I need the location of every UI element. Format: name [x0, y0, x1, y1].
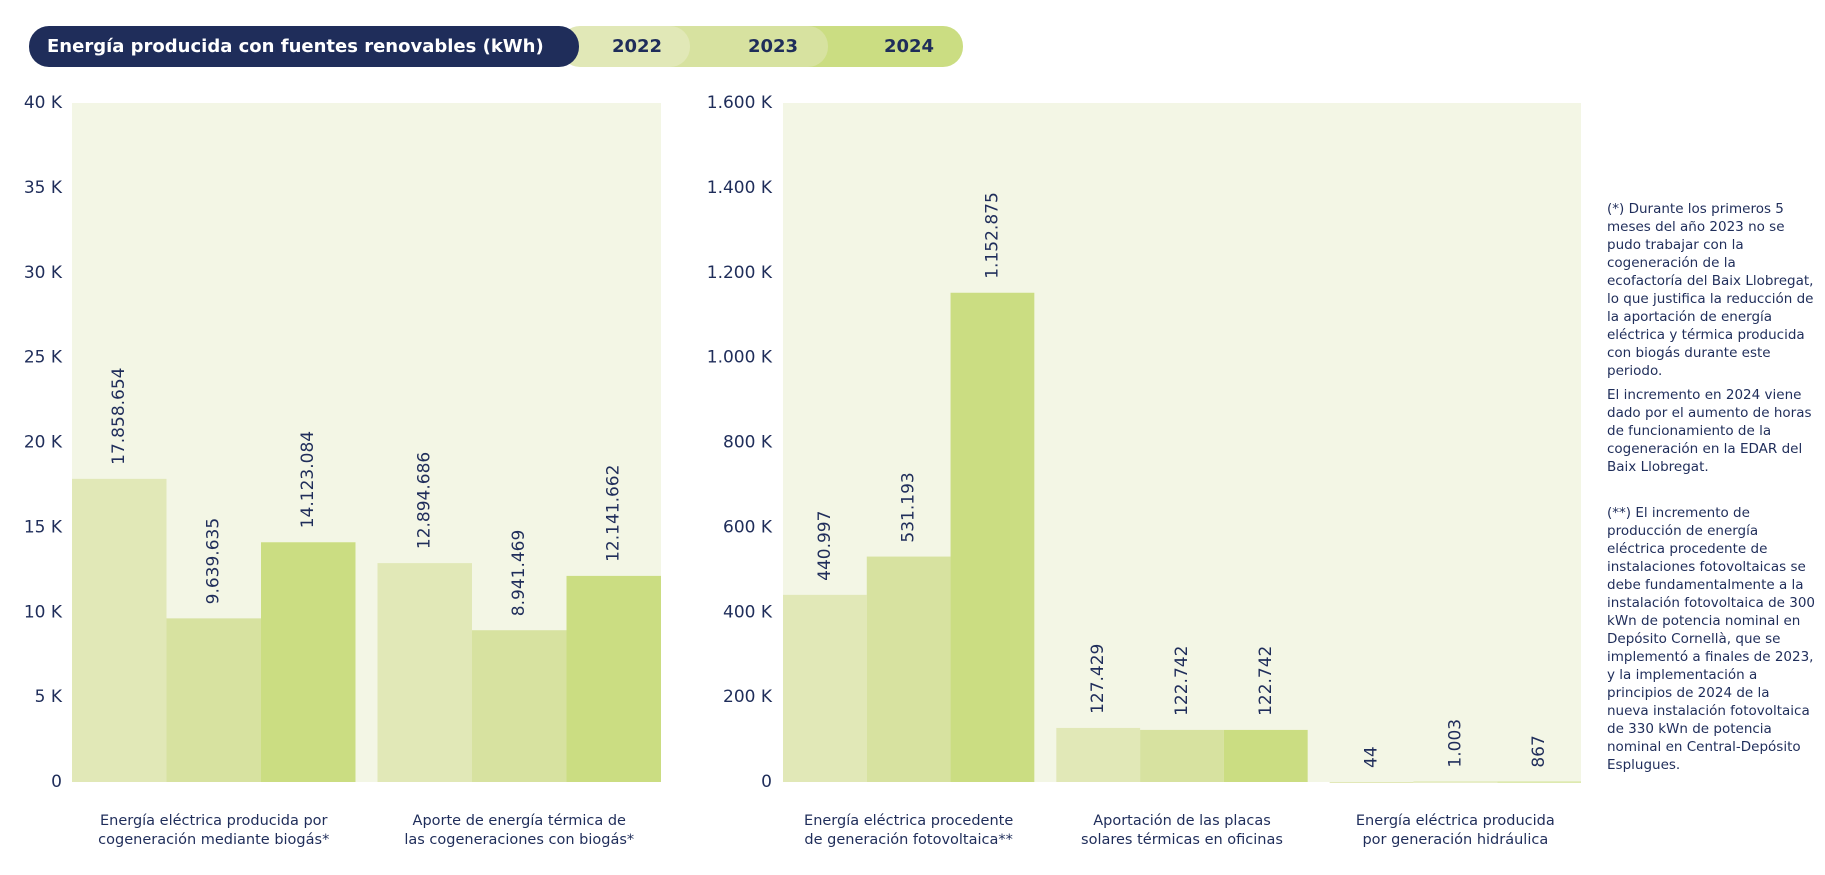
y-tick-label: 1.400 K: [707, 178, 773, 198]
value-label: 440.997: [815, 511, 835, 581]
x-tick-label: Aportación de las placas solares térmica…: [1081, 813, 1283, 848]
y-tick-label: 600 K: [723, 517, 773, 537]
value-label: 44: [1362, 746, 1382, 768]
y-tick-label: 40 K: [24, 93, 63, 113]
y-tick-label: 1.600 K: [707, 93, 773, 113]
y-tick-label: 800 K: [723, 433, 773, 453]
notes: (*) Durante los primeros 5 meses del año…: [1607, 200, 1815, 780]
bar: [1413, 781, 1498, 783]
bar: [1140, 729, 1224, 782]
value-label: 1.152.875: [982, 192, 1002, 279]
x-tick-label: Energía eléctrica producida por generaci…: [1355, 813, 1555, 848]
x-tick-label: Aporte de energía térmica de las cogener…: [404, 813, 635, 848]
bar: [166, 618, 261, 782]
y-tick-label: 0: [51, 772, 62, 792]
y-tick-label: 200 K: [723, 687, 773, 707]
legend-label: 2023: [748, 36, 798, 57]
value-label: 8.941.469: [509, 530, 529, 617]
value-label: 122.742: [1256, 646, 1276, 716]
value-label: 12.894.686: [415, 452, 435, 549]
bar: [1056, 727, 1141, 782]
y-tick-label: 1.000 K: [707, 348, 773, 368]
y-tick-label: 0: [761, 772, 772, 792]
value-label: 127.429: [1088, 644, 1108, 714]
bar: [1223, 729, 1308, 782]
y-tick-label: 25 K: [24, 348, 63, 368]
bar: [472, 630, 567, 782]
bar: [377, 563, 472, 782]
bar: [566, 575, 661, 782]
y-tick-label: 1.200 K: [707, 263, 773, 283]
y-tick-label: 5 K: [35, 687, 63, 707]
y-tick-label: 400 K: [723, 602, 773, 622]
note: (*) Durante los primeros 5 meses del año…: [1607, 201, 1814, 379]
y-tick-label: 30 K: [24, 263, 63, 283]
x-tick-label: Energía eléctrica producida por cogenera…: [98, 813, 330, 848]
bar: [261, 542, 356, 782]
y-tick-label: 10 K: [24, 602, 63, 622]
legend-label: 2022: [612, 36, 662, 57]
x-tick-label: Energía eléctrica procedente de generaci…: [804, 813, 1014, 848]
y-tick-label: 20 K: [24, 433, 63, 453]
value-label: 867: [1529, 735, 1549, 767]
chart-title: Energía producida con fuentes renovables…: [47, 36, 544, 57]
note: El incremento en 2024 viene dado por el …: [1607, 387, 1812, 475]
title-bar: [29, 26, 579, 67]
value-label: 14.123.084: [298, 431, 318, 528]
value-label: 1.003: [1445, 719, 1465, 768]
note: (**) El incremento de producción de ener…: [1607, 505, 1816, 773]
bar: [950, 292, 1035, 782]
bar: [1329, 781, 1414, 783]
value-label: 122.742: [1172, 646, 1192, 716]
value-label: 17.858.654: [109, 368, 129, 465]
bar: [72, 478, 167, 782]
value-label: 531.193: [899, 472, 919, 542]
bar: [866, 556, 951, 782]
legend-label: 2024: [884, 36, 934, 57]
legend-swatch: [560, 26, 690, 67]
y-tick-label: 35 K: [24, 178, 63, 198]
bar: [783, 594, 867, 782]
value-label: 12.141.662: [604, 465, 624, 562]
bar: [1497, 781, 1581, 783]
value-label: 9.639.635: [204, 518, 224, 605]
y-tick-label: 15 K: [24, 517, 63, 537]
